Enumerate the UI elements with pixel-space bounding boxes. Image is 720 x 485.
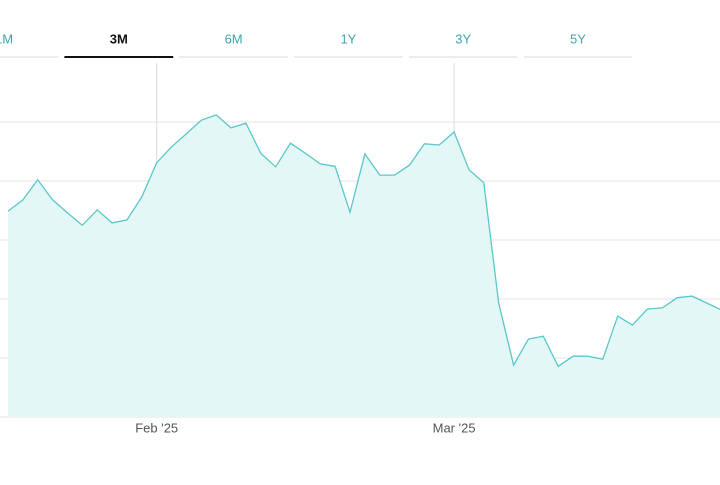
x-tick-label: Feb '25 xyxy=(135,420,178,435)
tab[interactable]: 3M xyxy=(64,31,174,58)
tab-label[interactable]: 6M xyxy=(225,31,243,46)
tab-label[interactable]: 1M xyxy=(0,31,13,46)
tab[interactable]: 6M xyxy=(179,31,288,58)
tab[interactable]: 5Y xyxy=(523,31,633,58)
tab-label[interactable]: 3Y xyxy=(455,31,471,46)
tab-label[interactable]: 5Y xyxy=(570,31,586,46)
area-fill xyxy=(8,114,720,417)
x-tick-label: Mar '25 xyxy=(433,420,476,435)
plot: Feb '25 Mar '25 xyxy=(0,63,720,435)
tab[interactable]: 3Y xyxy=(408,31,518,58)
tab[interactable]: 1Y xyxy=(294,31,403,58)
tab-label[interactable]: 3M xyxy=(110,31,128,46)
price-line xyxy=(7,114,720,368)
tab-bar: 1D1M3M6M1Y3Y5Y xyxy=(0,31,633,58)
tab[interactable]: 1M xyxy=(0,31,59,58)
tab-label[interactable]: 1Y xyxy=(340,31,356,46)
